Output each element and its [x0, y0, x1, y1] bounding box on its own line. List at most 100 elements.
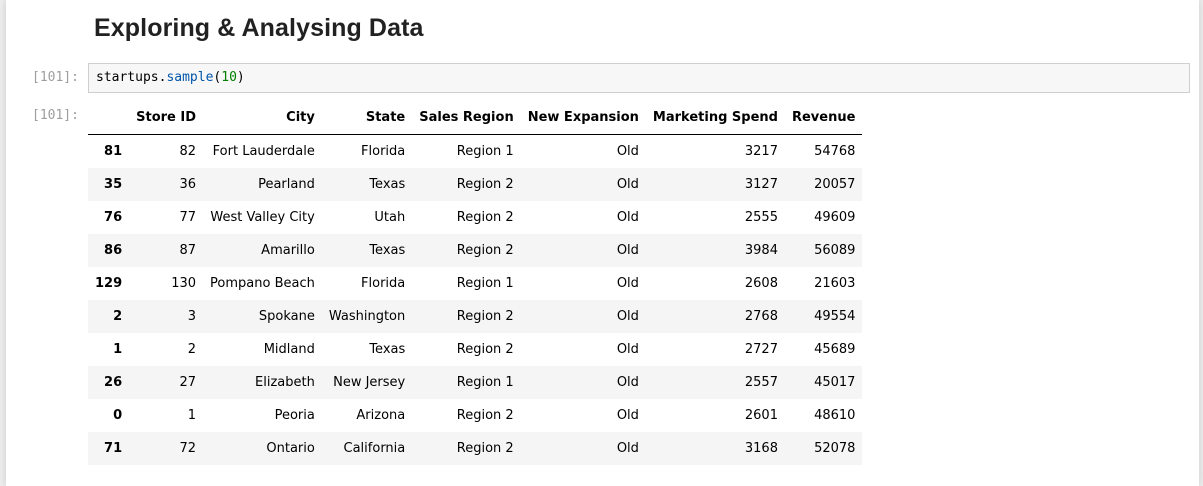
cell-store-id: 2 [187, 342, 197, 357]
table-row: 71 72 Ontario California Region 2 Old 31… [88, 432, 863, 465]
cell-revenue: 21603 [814, 276, 856, 291]
row-index: 1 [113, 342, 123, 357]
row-index: 86 [104, 243, 123, 258]
notebook-page: Exploring & Analysing Data [101]: startu… [6, 0, 1199, 486]
cell-state: Utah [374, 210, 406, 225]
cell-marketing-spend: 2768 [744, 309, 778, 324]
cell-revenue: 49609 [814, 210, 856, 225]
cell-city: Fort Lauderdale [212, 144, 315, 159]
dataframe-table: Store ID City State Sales Region New Exp… [88, 101, 863, 465]
cell-new-expansion: Old [616, 243, 639, 258]
cell-marketing-spend: 2555 [744, 210, 778, 225]
column-header-new-expansion: New Expansion [520, 101, 646, 135]
table-row: 2 3 Spokane Washington Region 2 Old 2768… [88, 300, 863, 333]
cell-revenue: 54768 [814, 144, 856, 159]
column-header-marketing-spend: Marketing Spend [645, 101, 785, 135]
cell-city: West Valley City [210, 210, 315, 225]
cell-sales-region: Region 2 [456, 441, 514, 456]
cell-new-expansion: Old [616, 144, 639, 159]
cell-store-id: 1 [187, 408, 197, 423]
cell-revenue: 48610 [814, 408, 856, 423]
cell-revenue: 45017 [814, 375, 856, 390]
row-index: 35 [104, 177, 123, 192]
cell-state: Washington [328, 309, 406, 324]
cell-sales-region: Region 2 [456, 177, 514, 192]
table-row: 81 82 Fort Lauderdale Florida Region 1 O… [88, 134, 863, 168]
column-header-revenue: Revenue [784, 101, 863, 135]
table-row: 76 77 West Valley City Utah Region 2 Old… [88, 201, 863, 234]
cell-sales-region: Region 1 [456, 144, 514, 159]
row-index: 0 [113, 408, 123, 423]
code-cell-editor[interactable]: startups.sample(10) [88, 63, 1190, 93]
cell-store-id: 77 [179, 210, 197, 225]
cell-marketing-spend: 3168 [744, 441, 778, 456]
cell-marketing-spend: 2727 [744, 342, 778, 357]
column-header-state: State [321, 101, 413, 135]
header-row: Store ID City State Sales Region New Exp… [88, 101, 863, 135]
table-row: 0 1 Peoria Arizona Region 2 Old 2601 486… [88, 399, 863, 432]
cell-city: Ontario [266, 441, 315, 456]
table-row: 86 87 Amarillo Texas Region 2 Old 3984 5… [88, 234, 863, 267]
cell-store-id: 3 [187, 309, 197, 324]
cell-new-expansion: Old [616, 342, 639, 357]
cell-sales-region: Region 2 [456, 342, 514, 357]
cell-revenue: 56089 [814, 243, 856, 258]
cell-city: Peoria [274, 408, 315, 423]
table-row: 26 27 Elizabeth New Jersey Region 1 Old … [88, 366, 863, 399]
cell-marketing-spend: 3127 [744, 177, 778, 192]
cell-city: Spokane [258, 309, 315, 324]
row-index: 2 [113, 309, 123, 324]
code-dot: . [158, 70, 167, 85]
column-header-index [88, 101, 130, 135]
table-row: 1 2 Midland Texas Region 2 Old 2727 4568… [88, 333, 863, 366]
cell-new-expansion: Old [616, 210, 639, 225]
column-header-sales-region: Sales Region [412, 101, 521, 135]
cell-store-id: 36 [179, 177, 197, 192]
cell-store-id: 27 [179, 375, 197, 390]
cell-marketing-spend: 3217 [744, 144, 778, 159]
table-row: 35 36 Pearland Texas Region 2 Old 3127 2… [88, 168, 863, 201]
cell-store-id: 87 [179, 243, 197, 258]
cell-sales-region: Region 1 [456, 276, 514, 291]
cell-new-expansion: Old [616, 375, 639, 390]
table-row: 129 130 Pompano Beach Florida Region 1 O… [88, 267, 863, 300]
cell-marketing-spend: 3984 [744, 243, 778, 258]
cell-state: Arizona [356, 408, 406, 423]
cell-city: Elizabeth [255, 375, 315, 390]
cell-city: Midland [263, 342, 315, 357]
cell-new-expansion: Old [616, 408, 639, 423]
cell-new-expansion: Old [616, 276, 639, 291]
row-index: 129 [95, 276, 123, 291]
cell-store-id: 72 [179, 441, 197, 456]
row-index: 71 [104, 441, 123, 456]
column-header-city: City [203, 101, 322, 135]
cell-sales-region: Region 2 [456, 210, 514, 225]
output-prompt: [101]: [32, 108, 79, 123]
cell-sales-region: Region 2 [456, 243, 514, 258]
cell-revenue: 45689 [814, 342, 856, 357]
cell-store-id: 130 [171, 276, 197, 291]
row-index: 26 [104, 375, 123, 390]
code-line[interactable]: startups.sample(10) [96, 70, 245, 85]
input-prompt: [101]: [32, 70, 79, 85]
cell-marketing-spend: 2557 [744, 375, 778, 390]
cell-new-expansion: Old [616, 441, 639, 456]
cell-city: Amarillo [261, 243, 315, 258]
cell-state: Texas [369, 177, 406, 192]
cell-new-expansion: Old [616, 177, 639, 192]
cell-state: Texas [369, 342, 406, 357]
cell-state: Florida [361, 276, 406, 291]
cell-marketing-spend: 2608 [744, 276, 778, 291]
cell-state: Florida [361, 144, 406, 159]
cell-state: Texas [369, 243, 406, 258]
cell-store-id: 82 [179, 144, 197, 159]
cell-new-expansion: Old [616, 309, 639, 324]
cell-sales-region: Region 2 [456, 408, 514, 423]
table-body: 81 82 Fort Lauderdale Florida Region 1 O… [88, 134, 863, 465]
row-index: 81 [104, 144, 123, 159]
cell-marketing-spend: 2601 [744, 408, 778, 423]
cell-sales-region: Region 1 [456, 375, 514, 390]
code-object: startups [96, 70, 159, 85]
cell-revenue: 20057 [814, 177, 856, 192]
row-index: 76 [104, 210, 123, 225]
